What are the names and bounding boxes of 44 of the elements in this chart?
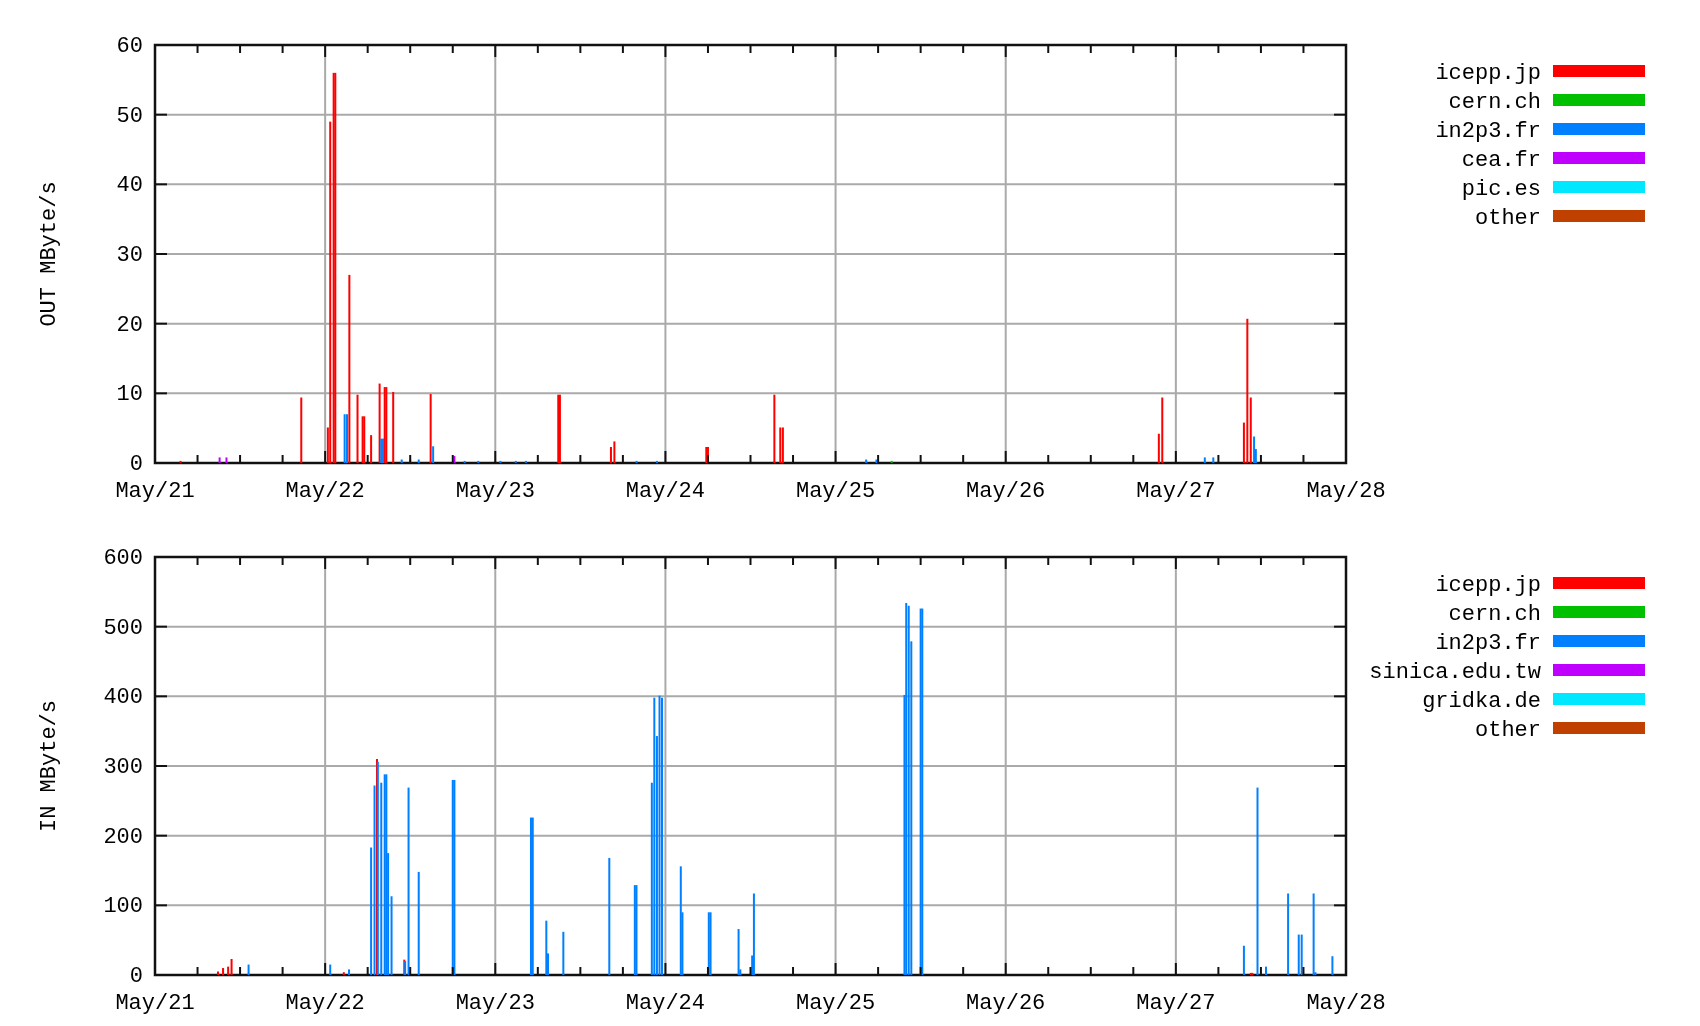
x-tick-label: May/26 xyxy=(966,991,1046,1016)
x-tick-label: May/22 xyxy=(285,991,365,1016)
y-tick-label: 30 xyxy=(116,243,143,268)
legend-label: cea.fr xyxy=(1461,148,1541,173)
x-tick-label: May/23 xyxy=(455,479,535,504)
y-tick-label: 600 xyxy=(103,546,143,571)
y-tick-label: 60 xyxy=(116,34,143,59)
y-tick-label: 0 xyxy=(129,452,143,477)
y-tick-label: 300 xyxy=(103,755,143,780)
y-tick-label: 50 xyxy=(116,103,143,129)
legend-label: in2p3.fr xyxy=(1435,119,1541,144)
x-tick-label: May/25 xyxy=(795,991,876,1016)
y-tick-label: 20 xyxy=(116,312,143,338)
y-axis-title: OUT MByte/s xyxy=(37,181,62,327)
y-tick-label: 200 xyxy=(103,824,143,850)
legend-label: cern.ch xyxy=(1448,90,1541,115)
x-tick-label: May/21 xyxy=(115,991,195,1016)
y-tick-label: 40 xyxy=(116,173,143,199)
x-tick-label: May/26 xyxy=(966,479,1046,504)
y-tick-label: 400 xyxy=(103,685,143,711)
legend-label: icepp.jp xyxy=(1435,573,1541,598)
x-tick-label: May/27 xyxy=(1136,479,1216,504)
legend-label: cern.ch xyxy=(1448,602,1541,627)
x-tick-label: May/28 xyxy=(1306,479,1386,504)
legend-label: icepp.jp xyxy=(1435,61,1541,86)
legend-label: in2p3.fr xyxy=(1435,631,1541,656)
y-axis-title: IN MByte/s xyxy=(37,699,62,833)
x-tick-label: May/21 xyxy=(115,479,195,504)
y-tick-label: 0 xyxy=(129,964,143,989)
x-tick-label: May/22 xyxy=(285,479,365,504)
legend-label: other xyxy=(1474,718,1541,743)
x-tick-label: May/24 xyxy=(625,479,706,504)
x-tick-label: May/28 xyxy=(1306,991,1386,1016)
y-tick-label: 100 xyxy=(103,894,143,920)
legend-label: sinica.edu.tw xyxy=(1369,660,1541,685)
legend-label: other xyxy=(1474,206,1541,231)
legend-label: pic.es xyxy=(1461,177,1541,202)
x-tick-label: May/24 xyxy=(625,991,706,1016)
x-tick-label: May/23 xyxy=(455,991,535,1016)
legend-label: gridka.de xyxy=(1422,689,1541,714)
x-tick-label: May/25 xyxy=(795,479,876,504)
y-tick-label: 10 xyxy=(116,382,143,408)
y-tick-label: 500 xyxy=(103,615,143,641)
x-tick-label: May/27 xyxy=(1136,991,1216,1016)
